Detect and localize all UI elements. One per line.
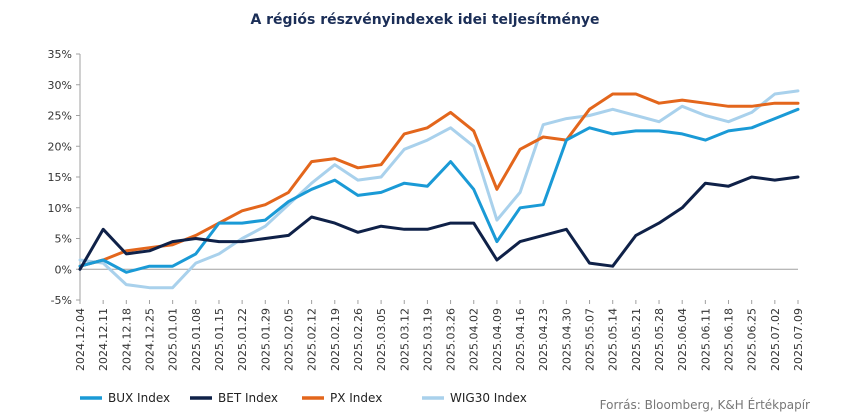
y-tick-label: 25% [48, 110, 72, 123]
x-tick-label: 2025.06.25 [746, 308, 759, 371]
x-tick-label: 2025.01.22 [236, 308, 249, 371]
x-tick-label: 2024.12.25 [143, 308, 156, 371]
x-tick-label: 2025.06.18 [723, 308, 736, 371]
y-tick-label: 10% [48, 202, 72, 215]
x-tick-label: 2025.04.23 [537, 308, 550, 371]
legend-label: PX Index [330, 391, 382, 405]
series-line-wig30-index [78, 89, 800, 290]
x-tick-label: 2025.03.19 [421, 308, 434, 371]
x-tick-label: 2025.04.09 [491, 308, 504, 371]
legend-label: WIG30 Index [450, 391, 527, 405]
x-tick-label: 2025.04.02 [468, 308, 481, 371]
series-line-bux-index [78, 107, 800, 274]
legend-label: BUX Index [108, 391, 170, 405]
x-tick-label: 2025.05.21 [630, 308, 643, 371]
x-tick-label: 2025.05.28 [653, 308, 666, 371]
x-tick-label: 2025.01.29 [259, 308, 272, 371]
x-tick-label: 2025.02.05 [282, 308, 295, 371]
x-tick-label: 2025.07.09 [792, 308, 805, 371]
x-tick-label: 2025.07.02 [769, 308, 782, 371]
x-tick-label: 2024.12.04 [74, 308, 87, 371]
x-tick-label: 2025.03.26 [445, 308, 458, 371]
x-tick-label: 2025.03.05 [375, 308, 388, 371]
x-tick-label: 2025.02.12 [306, 308, 319, 371]
x-tick-label: 2025.03.12 [398, 308, 411, 371]
x-tick-label: 2025.05.14 [607, 308, 620, 371]
x-tick-label: 2025.01.15 [213, 308, 226, 371]
series-line-px-index [78, 92, 800, 268]
y-tick-label: 5% [55, 233, 72, 246]
x-tick-label: 2025.01.08 [190, 308, 203, 371]
legend-label: BET Index [218, 391, 278, 405]
y-tick-label: 20% [48, 140, 72, 153]
x-tick-label: 2025.06.04 [676, 308, 689, 371]
x-tick-label: 2024.12.18 [120, 308, 133, 371]
y-tick-label: -5% [51, 294, 72, 307]
y-tick-label: 0% [55, 263, 72, 276]
y-tick-label: 15% [48, 171, 72, 184]
legend: BUX Index BET Index PX Index WIG30 Index [80, 391, 527, 405]
plot-area: 35% 30% 25% 20% 15% 10% 5% 0% -5%2024.12.04 2024.… [48, 48, 805, 371]
source-note: Forrás: Bloomberg, K&H Értékpapír [600, 397, 810, 412]
series-line-bet-index [78, 175, 800, 271]
x-tick-label: 2025.02.26 [352, 308, 365, 371]
chart-title: A régiós részvényindexek idei teljesítmé… [250, 12, 599, 28]
x-tick-label: 2025.06.11 [699, 308, 712, 371]
x-tick-label: 2025.02.19 [329, 308, 342, 371]
x-tick-label: 2024.12.11 [97, 308, 110, 371]
x-tick-label: 2025.01.01 [167, 308, 180, 371]
x-tick-label: 2025.05.07 [584, 308, 597, 371]
x-tick-label: 2025.04.16 [514, 308, 527, 371]
y-tick-label: 30% [48, 79, 72, 92]
x-tick-label: 2025.04.30 [560, 308, 573, 371]
y-tick-label: 35% [48, 48, 72, 61]
